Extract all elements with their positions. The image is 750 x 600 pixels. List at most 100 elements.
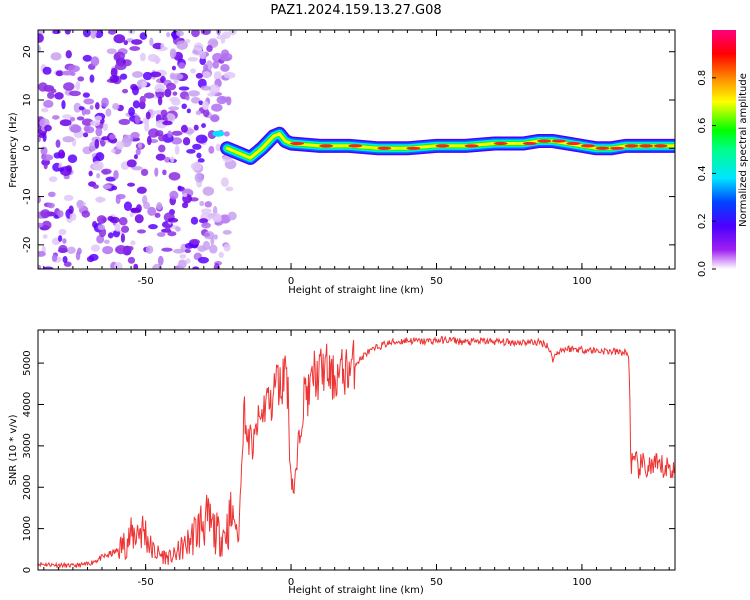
noise-blob [223,131,230,137]
noise-blob [48,176,58,183]
noise-blob [62,256,68,264]
noise-blob [167,217,179,223]
noise-blob [38,33,44,43]
y-tick-label: 4000 [22,392,33,417]
colorbar-tick-label: 0.0 [697,261,708,277]
noise-blob [166,82,177,91]
signal-peak [537,139,552,143]
noise-blob [199,57,207,66]
noise-blob [156,232,166,237]
noise-blob [43,99,54,108]
colorbar-tick-label: 0.4 [697,165,708,181]
noise-blob [50,52,62,61]
noise-blob [195,134,208,144]
x-tick-label: 100 [572,577,591,588]
noise-blob [169,96,180,103]
noise-blob [136,186,147,194]
noise-blob [67,154,78,163]
noise-blob [96,215,107,224]
x-tick-label: 100 [572,276,591,287]
noise-blob [155,91,165,99]
signal-peak [435,144,450,148]
noise-blob [58,228,67,236]
noise-blob [129,46,141,52]
noise-blob [227,211,237,221]
noise-blob [123,40,128,46]
noise-blob [208,146,215,154]
noise-blob [63,82,75,91]
noise-blob [141,80,147,88]
signal-peak [290,141,305,146]
noise-blob [162,169,167,176]
noise-blob [95,127,103,137]
noise-blob [111,148,116,154]
noise-blob [176,40,188,50]
noise-blob [210,114,220,123]
noise-blob [51,115,60,120]
y-tick-label: 20 [22,45,33,58]
noise-blob [92,184,99,189]
noise-blob [197,158,205,163]
spectrogram-frame [37,29,676,270]
noise-blob [43,162,48,170]
noise-blob [187,57,199,62]
noise-blob [142,195,148,205]
noise-blob [92,160,104,171]
signal-peak [595,146,610,150]
x-tick-label: 0 [288,276,294,287]
signal-peak [566,141,581,146]
noise-blob [198,100,204,106]
noise-blob [155,55,160,65]
noise-blob [120,233,125,243]
noise-blob [220,64,230,72]
spectrogram-x-ticks: -50 0 50 100 [43,30,670,287]
noise-blob [171,65,177,71]
noise-blob [42,66,52,75]
noise-blob [62,136,75,143]
noise-blob [135,148,141,156]
noise-blob [219,56,231,62]
noise-blob [212,215,222,223]
noise-blob [130,207,137,213]
noise-blob [202,71,211,78]
noise-blob [157,96,163,106]
noise-blob [131,71,144,78]
noise-blob [139,95,146,104]
noise-blob [164,223,171,231]
signal-peak [522,141,537,146]
noise-blob [78,106,85,111]
noise-blob [94,138,100,149]
noise-blob [208,244,218,254]
noise-blob [68,205,74,214]
noise-blob [200,85,212,91]
noise-blob [213,262,220,269]
noise-blob [201,123,206,128]
colorbar-ticks: 0.0 0.2 0.4 0.6 0.8 [697,70,716,277]
noise-blob [166,31,171,38]
noise-blob [148,224,158,230]
signal-peak [624,144,639,148]
noise-blob [149,139,159,144]
noise-blob [115,141,124,150]
noise-blob [134,214,144,224]
noise-blob [225,186,234,192]
noise-blob [55,70,64,77]
noise-blob [89,120,101,127]
noise-blob [167,130,172,138]
noise-blob [113,34,126,44]
noise-blob [191,30,200,38]
noise-blob [173,248,185,254]
noise-blob [51,254,58,262]
y-tick-label: -10 [22,188,33,204]
noise-blob [109,134,116,140]
noise-blob [90,56,100,67]
noise-blob [136,204,142,213]
noise-blob [164,88,172,98]
noise-blob [102,184,112,190]
y-tick-label: 2000 [22,475,33,500]
noise-blob [53,152,62,159]
spectrogram-y-label: Frequency (Hz) [8,112,19,188]
noise-blob [96,173,101,179]
noise-blob [190,162,202,171]
noise-blob [40,209,51,219]
